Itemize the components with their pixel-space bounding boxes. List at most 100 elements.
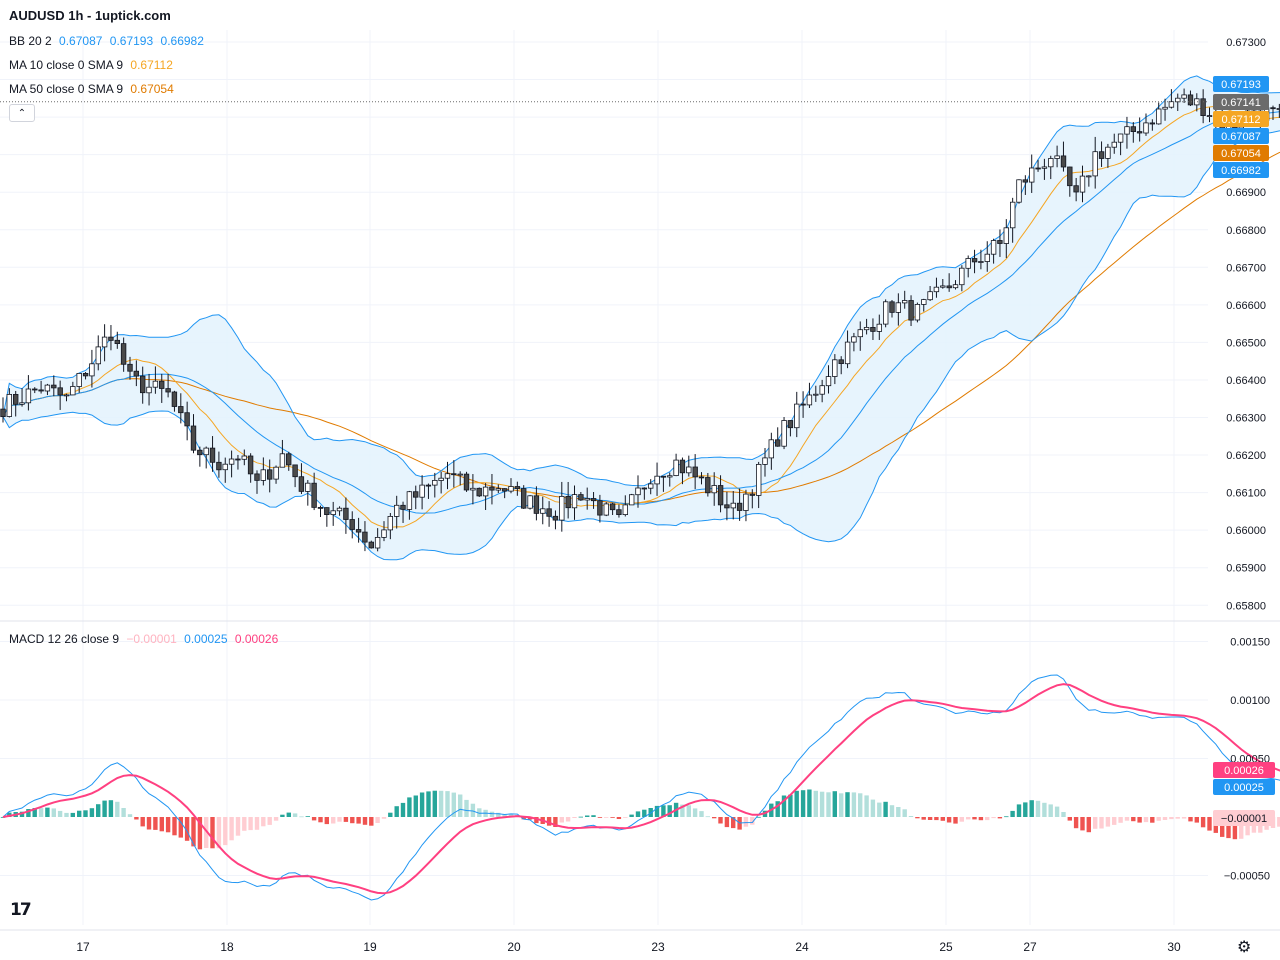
candle-body (0, 408, 6, 418)
macd-histogram-bar (350, 817, 355, 824)
macd-lines (2, 674, 1280, 901)
candle-body (44, 384, 51, 392)
macd-histogram-bar (845, 792, 850, 817)
macd-histogram-bar (858, 793, 863, 817)
time-axis-label: 25 (939, 940, 953, 954)
macd-histogram-bar (32, 808, 37, 817)
bb-legend[interactable]: BB 20 2 0.67087 0.67193 0.66982 (9, 34, 208, 48)
macd-histogram-bar (204, 817, 209, 848)
candle-body (1194, 98, 1200, 106)
macd-histogram-bar (432, 790, 437, 817)
macd-histogram-bar (756, 816, 761, 818)
macd-histogram-bar (451, 792, 456, 817)
candle-body (787, 420, 794, 429)
candle-body (152, 380, 159, 388)
candle-body (1206, 115, 1213, 117)
macd-histogram-bar (1245, 817, 1250, 836)
candle-body (1022, 179, 1028, 183)
macd-histogram-bar (407, 797, 412, 817)
ma50-legend[interactable]: MA 50 close 0 SMA 9 0.67054 (9, 82, 178, 96)
candle-body (1143, 122, 1149, 134)
candle-body (1175, 97, 1181, 103)
macd-histogram-bar (819, 791, 825, 817)
macd-histogram-bar (261, 817, 266, 827)
candle-body (736, 502, 743, 511)
candle-body (1010, 201, 1016, 229)
candle-body (184, 412, 190, 427)
price-axis-label: 0.66200 (1226, 450, 1266, 462)
candle-body (540, 508, 546, 514)
bollinger-band-fill (3, 75, 1280, 560)
candle-body (527, 495, 533, 509)
macd-legend[interactable]: MACD 12 26 close 9 −0.00001 0.00025 0.00… (9, 632, 282, 646)
macd-tag (1213, 779, 1275, 795)
candle-body (984, 253, 990, 262)
macd-histogram-bar (1169, 817, 1174, 820)
candle-body (1054, 155, 1060, 159)
macd-histogram-bar (235, 817, 241, 836)
candle-body (940, 285, 946, 288)
candle-body (254, 473, 260, 481)
candle-body (698, 476, 705, 479)
ma10-legend[interactable]: MA 10 close 0 SMA 9 0.67112 (9, 58, 177, 72)
candle-body (800, 403, 806, 406)
macd-legend-value: 0.00026 (234, 632, 279, 646)
price-tag (1213, 145, 1269, 161)
macd-histogram-bar (153, 817, 158, 830)
macd-histogram-bar (864, 795, 869, 817)
candle-body (933, 286, 940, 293)
candle-body (521, 488, 527, 509)
candle-body (1092, 151, 1098, 177)
gear-icon[interactable]: ⚙ (1237, 939, 1252, 956)
candle-body (603, 503, 609, 516)
time-axis-label: 17 (76, 940, 90, 954)
macd-tag (1213, 810, 1275, 826)
candle-body (654, 475, 660, 485)
candle-body (965, 258, 971, 269)
candle-body (629, 494, 635, 506)
macd-histogram-bar (216, 817, 222, 849)
candle-body (336, 507, 343, 512)
candle-body (311, 482, 317, 508)
price-axis-label: 0.66500 (1226, 337, 1266, 349)
macd-histogram-bar (966, 817, 971, 820)
macd-histogram-bar (165, 817, 171, 833)
macd-histogram-bar (1277, 817, 1280, 827)
macd-histogram-bar (1200, 817, 1206, 828)
collapse-legend-button[interactable]: ⌃ (9, 104, 35, 122)
candle-body (978, 261, 984, 263)
macd-histogram-bar (896, 807, 901, 817)
candle-body (387, 516, 393, 531)
macd-histogram-bar (534, 817, 539, 824)
candle-body (51, 384, 57, 389)
macd-histogram-bar (45, 807, 50, 817)
macd-histogram-bar (305, 816, 310, 817)
candle-body (806, 394, 813, 406)
macd-histogram-bar (1016, 804, 1022, 817)
macd-histogram-bar (553, 817, 558, 827)
macd-histogram-bar (794, 790, 799, 817)
macd-histogram-bar (362, 817, 368, 825)
macd-histogram-bar (1080, 817, 1085, 831)
candle-body (883, 301, 889, 325)
candle-body (730, 502, 736, 509)
macd-histogram-bar (89, 808, 95, 817)
macd-histogram-bar (781, 795, 787, 817)
candle-body (997, 240, 1003, 244)
candle-body (756, 463, 762, 496)
candle-body (146, 386, 152, 394)
candle-body (127, 363, 133, 372)
candle-body (692, 466, 698, 478)
candle-body (1276, 108, 1280, 110)
macd-histogram-bar (0, 817, 6, 818)
candle-body (749, 493, 755, 496)
candle-body (406, 491, 413, 510)
macd-histogram-bar (229, 817, 234, 841)
candle-body (158, 380, 165, 389)
macd-histogram-bar (889, 805, 895, 817)
candle-body (241, 455, 247, 460)
macd-histogram-bar (1181, 817, 1187, 819)
candle-body (70, 386, 76, 396)
macd-histogram-bar (839, 793, 844, 817)
